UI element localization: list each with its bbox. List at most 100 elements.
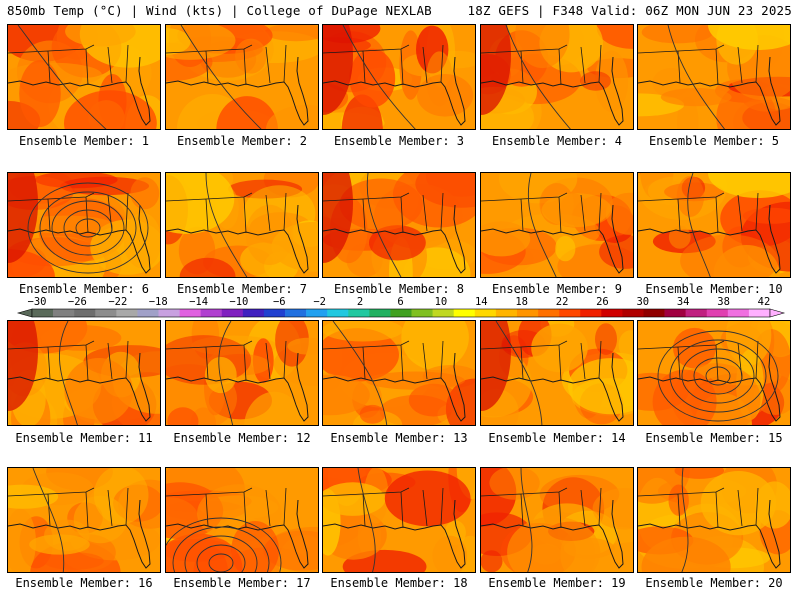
ensemble-member-label: Ensemble Member: 19 <box>488 576 626 590</box>
colorbar-tick-label: 2 <box>357 296 363 308</box>
temperature-field-map <box>323 468 475 572</box>
colorbar-swatch <box>348 309 370 317</box>
ensemble-member-map <box>165 320 319 426</box>
ensemble-member-label: Ensemble Member: 10 <box>645 282 783 296</box>
ensemble-member-map <box>322 172 476 278</box>
ensemble-member-map <box>7 320 161 426</box>
temperature-field-map <box>638 468 790 572</box>
colorbar-tick-label: 14 <box>475 296 488 308</box>
colorbar-swatch <box>221 309 244 317</box>
ensemble-member-label: Ensemble Member: 5 <box>648 134 780 148</box>
ensemble-member-map <box>480 320 634 426</box>
temperature-field-map <box>323 173 475 277</box>
colorbar-swatch <box>516 309 539 317</box>
temperature-field-map <box>166 321 318 425</box>
colorbar-tick-label: 22 <box>556 296 569 308</box>
temperature-field-map <box>481 25 633 129</box>
colorbar-swatch <box>74 309 96 317</box>
colorbar-swatch <box>369 309 391 317</box>
colorbar-swatch <box>411 309 433 317</box>
colorbar-swatch <box>200 309 223 317</box>
ensemble-member-map <box>480 172 634 278</box>
colorbar-swatch <box>179 309 201 317</box>
model-run-info: 18Z GEFS | F348 Valid: 06Z MON JUN 23 20… <box>467 3 792 18</box>
ensemble-member-map <box>322 24 476 130</box>
colorbar-swatch <box>622 309 644 317</box>
colorbar-tick-label: −18 <box>149 296 168 308</box>
temperature-field-map <box>481 468 633 572</box>
temperature-field-map <box>166 173 318 277</box>
colorbar-right-arrow <box>769 308 786 318</box>
ensemble-member-map <box>322 467 476 573</box>
ensemble-member-map <box>7 24 161 130</box>
temperature-field-map <box>323 321 475 425</box>
ensemble-member-label: Ensemble Member: 1 <box>18 134 150 148</box>
ensemble-member-label: Ensemble Member: 11 <box>15 431 153 445</box>
temperature-field-map <box>323 25 475 129</box>
colorbar-swatch <box>706 309 729 317</box>
colorbar-tick-label: 26 <box>596 296 609 308</box>
temperature-field-map <box>638 321 790 425</box>
colorbar-swatch <box>390 309 412 317</box>
temperature-field-map <box>8 25 160 129</box>
ensemble-member-map <box>637 24 791 130</box>
temperature-colorbar: −30 −26 −22 −18 −14 −10 −6 −2 2 6 10 14 18 22 26 30 34 38… <box>16 296 786 318</box>
chart-title: 850mb Temp (°C) | Wind (kts) | College o… <box>7 3 432 18</box>
colorbar-swatch <box>538 309 560 317</box>
temperature-field-map <box>8 173 160 277</box>
ensemble-member-map <box>7 172 161 278</box>
colorbar-swatch <box>748 309 771 317</box>
colorbar-tick-label: −26 <box>68 296 87 308</box>
colorbar-tick-label: −10 <box>229 296 248 308</box>
ensemble-member-map <box>322 320 476 426</box>
colorbar-swatch <box>727 309 750 317</box>
colorbar-swatch <box>158 309 180 317</box>
colorbar-tick-label: 6 <box>397 296 403 308</box>
temperature-field-map <box>638 173 790 277</box>
colorbar-swatch <box>263 309 286 317</box>
ensemble-member-label: Ensemble Member: 20 <box>645 576 783 590</box>
ensemble-member-map <box>637 172 791 278</box>
ensemble-member-label: Ensemble Member: 18 <box>330 576 468 590</box>
colorbar-swatch <box>453 309 476 317</box>
ensemble-member-label: Ensemble Member: 12 <box>173 431 311 445</box>
ensemble-member-map <box>637 467 791 573</box>
ensemble-member-map <box>165 24 319 130</box>
temperature-field-map <box>481 173 633 277</box>
temperature-field-map <box>8 468 160 572</box>
ensemble-member-label: Ensemble Member: 6 <box>18 282 150 296</box>
colorbar-tick-label: 18 <box>515 296 528 308</box>
colorbar-swatch <box>495 309 518 317</box>
colorbar-tick-label: 42 <box>758 296 771 308</box>
colorbar-tick-label: 30 <box>636 296 649 308</box>
colorbar-swatch <box>306 309 328 317</box>
temperature-field-map <box>8 321 160 425</box>
ensemble-member-label: Ensemble Member: 14 <box>488 431 626 445</box>
colorbar-tick-label: −22 <box>108 296 127 308</box>
colorbar-tick-label: −6 <box>273 296 286 308</box>
colorbar-tick-label: −14 <box>189 296 208 308</box>
colorbar-swatch <box>53 309 75 317</box>
colorbar-swatch <box>664 309 686 317</box>
colorbar-swatch <box>116 309 138 317</box>
ensemble-member-map <box>165 467 319 573</box>
colorbar-tick-label: −2 <box>313 296 326 308</box>
colorbar-swatch <box>242 309 265 317</box>
ensemble-member-label: Ensemble Member: 4 <box>491 134 623 148</box>
colorbar-swatch <box>432 309 455 317</box>
colorbar-swatch <box>474 309 497 317</box>
colorbar-swatch <box>32 309 54 317</box>
ensemble-member-label: Ensemble Member: 7 <box>176 282 308 296</box>
colorbar-left-arrow <box>16 308 33 318</box>
ensemble-member-label: Ensemble Member: 9 <box>491 282 623 296</box>
colorbar-swatch <box>685 309 708 317</box>
ensemble-member-label: Ensemble Member: 8 <box>333 282 465 296</box>
colorbar-swatch <box>601 309 623 317</box>
ensemble-member-label: Ensemble Member: 2 <box>176 134 308 148</box>
ensemble-member-label: Ensemble Member: 3 <box>333 134 465 148</box>
ensemble-member-map <box>480 467 634 573</box>
ensemble-member-label: Ensemble Member: 15 <box>645 431 783 445</box>
ensemble-member-label: Ensemble Member: 16 <box>15 576 153 590</box>
colorbar-tick-label: 34 <box>677 296 690 308</box>
colorbar-swatch <box>285 309 307 317</box>
